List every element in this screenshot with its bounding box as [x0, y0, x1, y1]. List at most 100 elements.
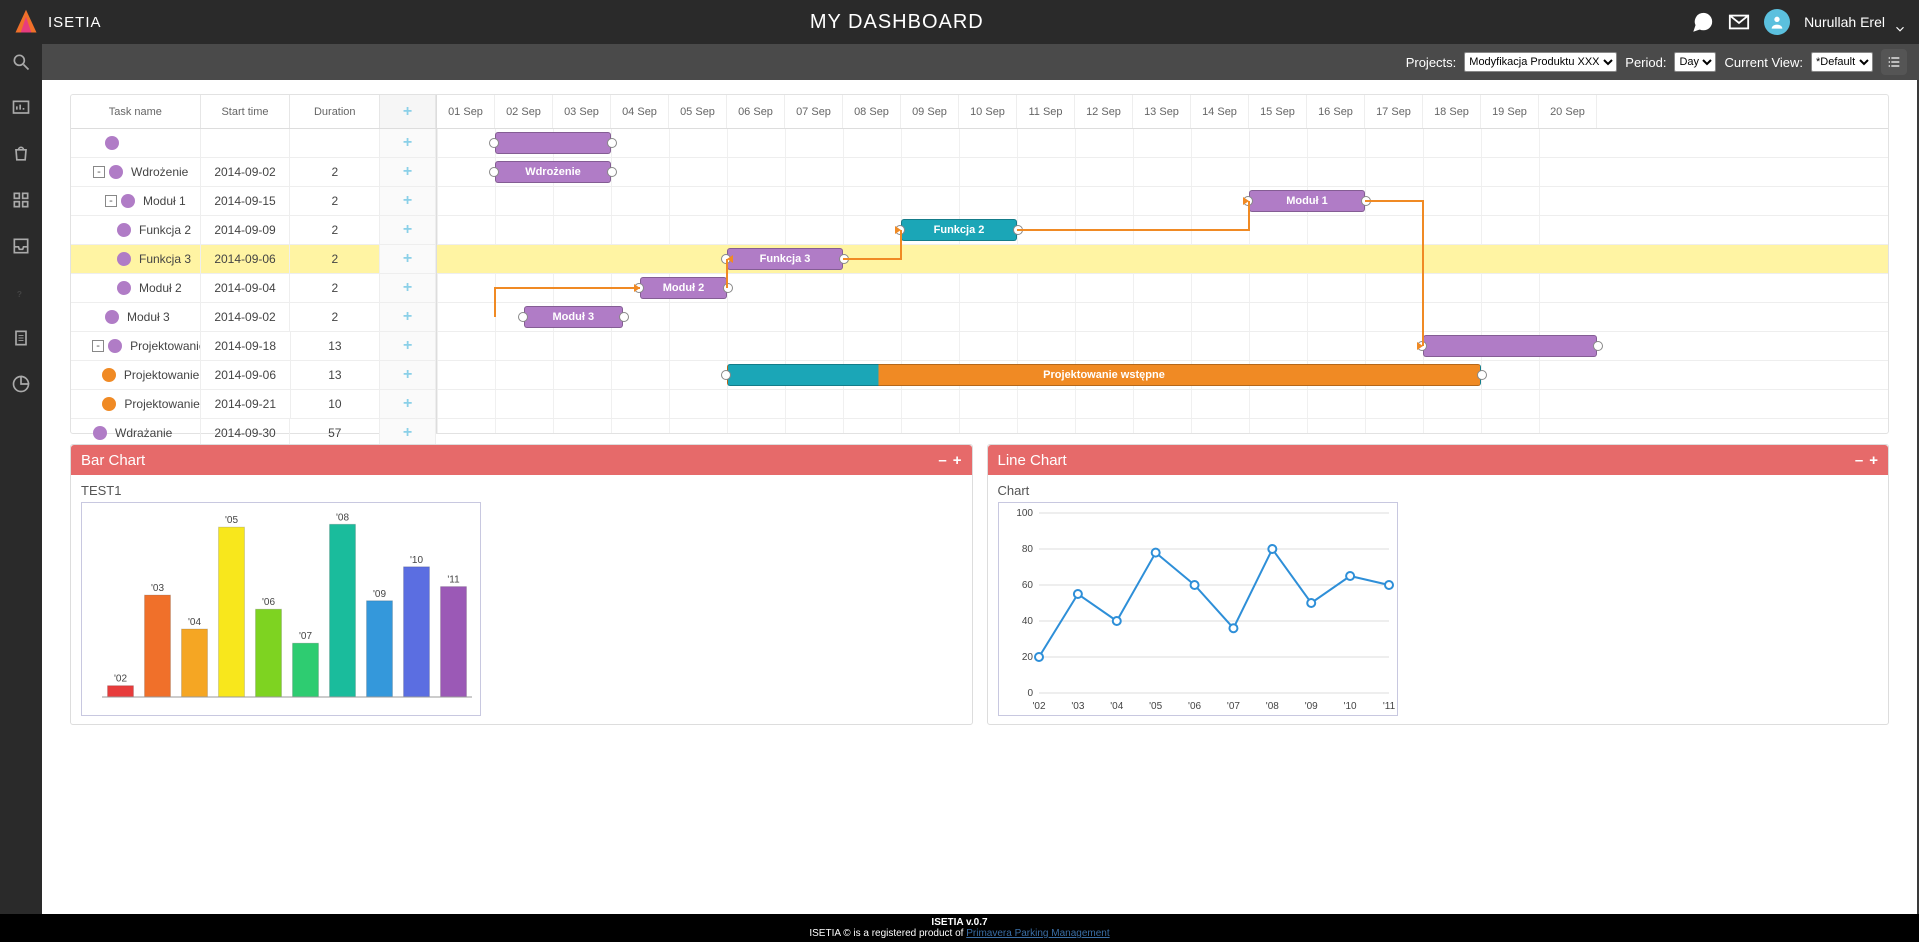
gantt-bar[interactable]: Projektowanie wstępne: [727, 364, 1481, 386]
line-point[interactable]: [1151, 549, 1159, 557]
task-add[interactable]: +: [380, 419, 436, 447]
task-row[interactable]: Projektowanie w2014-09-0613+: [71, 361, 436, 390]
period-select[interactable]: Day: [1674, 52, 1716, 72]
timeline-day: 03 Sep: [553, 95, 611, 128]
task-add[interactable]: +: [380, 303, 436, 331]
panel-minimize[interactable]: –: [1855, 452, 1863, 469]
bar[interactable]: [219, 527, 245, 697]
task-row[interactable]: Funkcja 32014-09-062+: [71, 245, 436, 274]
panel-minimize[interactable]: –: [938, 452, 946, 469]
task-add[interactable]: +: [380, 390, 436, 418]
bar[interactable]: [441, 587, 467, 697]
sidebar-search[interactable]: [9, 50, 33, 74]
expander-icon[interactable]: -: [93, 166, 105, 178]
bar[interactable]: [256, 609, 282, 697]
line-point[interactable]: [1229, 624, 1237, 632]
col-add[interactable]: +: [380, 95, 436, 128]
line-point[interactable]: [1112, 617, 1120, 625]
task-add[interactable]: +: [380, 129, 436, 157]
timeline-row: Moduł 1: [437, 187, 1888, 216]
timeline-day: 02 Sep: [495, 95, 553, 128]
task-dot-icon: [93, 426, 107, 440]
sidebar-shop[interactable]: [9, 142, 33, 166]
svg-text:'02: '02: [114, 674, 127, 685]
timeline-row: Moduł 2: [437, 274, 1888, 303]
list-view-button[interactable]: [1881, 49, 1907, 75]
task-add[interactable]: +: [380, 158, 436, 186]
task-add[interactable]: +: [380, 187, 436, 215]
sidebar-help[interactable]: ?: [9, 280, 33, 304]
svg-text:'05: '05: [1149, 701, 1162, 712]
panel-add[interactable]: +: [1869, 452, 1878, 469]
bar[interactable]: [330, 524, 356, 697]
col-duration: Duration: [290, 95, 380, 128]
task-row[interactable]: -Moduł 12014-09-152+: [71, 187, 436, 216]
gantt-bar[interactable]: Funkcja 3: [727, 248, 843, 270]
task-row[interactable]: Projektowanie z2014-09-2110+: [71, 390, 436, 419]
task-start: 2014-09-02: [201, 303, 291, 331]
line-point[interactable]: [1190, 581, 1198, 589]
footer-link[interactable]: Primavera Parking Management: [966, 928, 1109, 939]
task-row[interactable]: -Wdrożenie2014-09-022+: [71, 158, 436, 187]
view-select[interactable]: *Default: [1811, 52, 1873, 72]
expander-icon[interactable]: -: [105, 195, 117, 207]
task-add[interactable]: +: [380, 332, 436, 360]
timeline-day: 19 Sep: [1481, 95, 1539, 128]
gantt-bar[interactable]: Moduł 1: [1249, 190, 1365, 212]
bar[interactable]: [182, 629, 208, 697]
timeline-day: 06 Sep: [727, 95, 785, 128]
task-row[interactable]: Moduł 22014-09-042+: [71, 274, 436, 303]
projects-select[interactable]: Modyfikacja Produktu XXX: [1464, 52, 1617, 72]
task-start: 2014-09-02: [201, 158, 291, 186]
line-point[interactable]: [1346, 572, 1354, 580]
bar[interactable]: [404, 567, 430, 697]
task-add[interactable]: +: [380, 361, 436, 389]
user-name[interactable]: Nurullah Erel: [1804, 14, 1885, 30]
sidebar-inbox[interactable]: [9, 234, 33, 258]
task-add[interactable]: +: [380, 274, 436, 302]
task-dot-icon: [117, 223, 131, 237]
brand-name: ISETIA: [48, 14, 102, 31]
line-point[interactable]: [1035, 653, 1043, 661]
avatar[interactable]: [1764, 9, 1790, 35]
expander-icon[interactable]: -: [92, 340, 104, 352]
bar[interactable]: [108, 686, 134, 697]
svg-text:100: 100: [1016, 508, 1033, 519]
task-row[interactable]: -Projektowanie2014-09-1813+: [71, 332, 436, 361]
task-row[interactable]: +: [71, 129, 436, 158]
task-start: 2014-09-18: [201, 332, 291, 360]
line-point[interactable]: [1268, 545, 1276, 553]
sidebar-reports[interactable]: [9, 372, 33, 396]
view-label: Current View:: [1724, 55, 1803, 70]
line-point[interactable]: [1307, 599, 1315, 607]
line-point[interactable]: [1073, 590, 1081, 598]
task-row[interactable]: Funkcja 22014-09-092+: [71, 216, 436, 245]
sidebar-clipboard[interactable]: [9, 326, 33, 350]
gantt-bar[interactable]: Moduł 3: [524, 306, 623, 328]
svg-text:0: 0: [1027, 688, 1033, 699]
gantt-bar[interactable]: Wdrożenie: [495, 161, 611, 183]
gantt-bar[interactable]: Moduł 2: [640, 277, 727, 299]
chat-icon[interactable]: [1692, 11, 1714, 33]
chevron-down-icon[interactable]: [1893, 22, 1907, 36]
gantt-bar[interactable]: [495, 132, 611, 154]
line-point[interactable]: [1385, 581, 1393, 589]
task-row[interactable]: Moduł 32014-09-022+: [71, 303, 436, 332]
task-add[interactable]: +: [380, 245, 436, 273]
gantt-bar[interactable]: [1423, 335, 1597, 357]
timeline-row: Funkcja 2: [437, 216, 1888, 245]
sidebar-apps[interactable]: [9, 188, 33, 212]
svg-text:'08: '08: [336, 512, 349, 523]
gantt-bar[interactable]: Funkcja 2: [901, 219, 1017, 241]
task-add[interactable]: +: [380, 216, 436, 244]
timeline-day: 05 Sep: [669, 95, 727, 128]
bar[interactable]: [293, 643, 319, 697]
bar[interactable]: [367, 601, 393, 697]
task-duration: 10: [291, 390, 381, 418]
task-name: Projektowanie w: [124, 368, 200, 382]
panel-add[interactable]: +: [953, 452, 962, 469]
bar[interactable]: [145, 595, 171, 697]
svg-text:'10: '10: [1343, 701, 1356, 712]
mail-icon[interactable]: [1728, 11, 1750, 33]
sidebar-dashboard[interactable]: [9, 96, 33, 120]
